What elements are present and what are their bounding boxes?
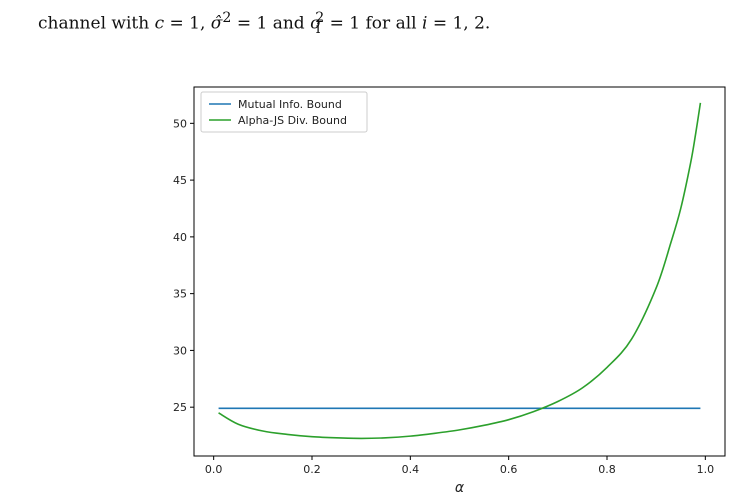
y-tick-label: 35 bbox=[173, 288, 187, 301]
legend: Mutual Info. Bound Alpha-JS Div. Bound bbox=[200, 91, 368, 133]
figure-caption: channel with c = 1, σ̂2 = 1 and σi2 = 1 … bbox=[38, 10, 491, 38]
legend-label: Mutual Info. Bound bbox=[238, 98, 342, 111]
series-line-2 bbox=[218, 102, 702, 440]
x-tick-label: 0.4 bbox=[402, 463, 420, 476]
y-tick-label: 30 bbox=[173, 344, 187, 357]
y-tick-label: 50 bbox=[173, 117, 187, 130]
y-tick-label: 45 bbox=[173, 174, 187, 187]
legend-box bbox=[200, 91, 368, 133]
series-lines bbox=[218, 102, 702, 440]
x-tick-label: 0.0 bbox=[205, 463, 223, 476]
x-axis-label: α bbox=[455, 480, 465, 496]
x-tick-label: 0.2 bbox=[303, 463, 321, 476]
x-axis-ticks: 0.0 0.2 0.4 0.6 0.8 1.0 bbox=[205, 456, 714, 476]
legend-label: Alpha-JS Div. Bound bbox=[238, 114, 347, 127]
y-axis-ticks: 25 30 35 40 45 50 bbox=[173, 117, 194, 414]
x-tick-label: 1.0 bbox=[697, 463, 715, 476]
plot-frame bbox=[193, 86, 726, 457]
x-tick-label: 0.8 bbox=[598, 463, 616, 476]
y-tick-label: 40 bbox=[173, 231, 187, 244]
x-tick-label: 0.6 bbox=[500, 463, 518, 476]
y-tick-label: 25 bbox=[173, 401, 187, 414]
